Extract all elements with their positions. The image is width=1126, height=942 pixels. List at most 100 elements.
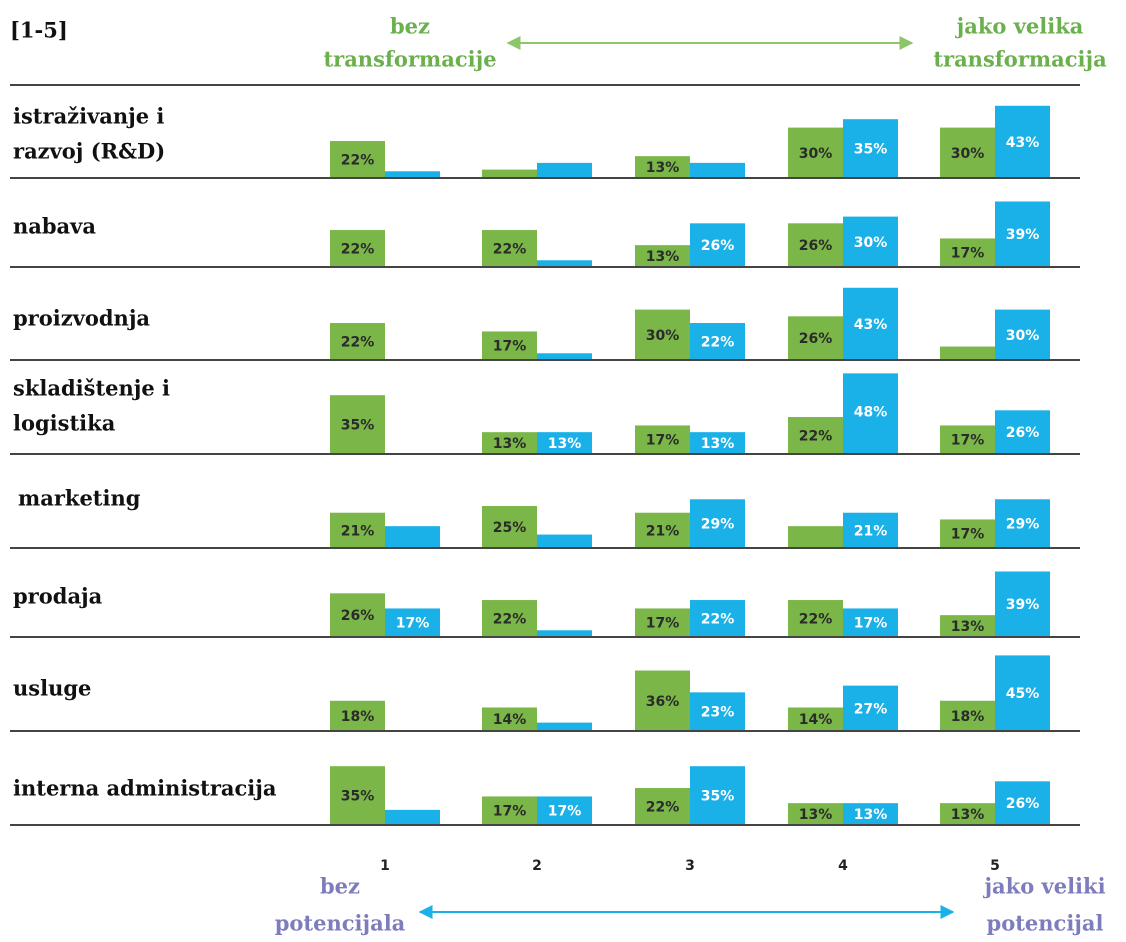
- bar: [635, 309, 690, 360]
- bar: [843, 685, 898, 731]
- row-label: proizvodnja: [13, 306, 150, 331]
- value-label: 43%: [854, 317, 888, 333]
- value-label: 13%: [493, 436, 527, 452]
- bar: [940, 519, 995, 548]
- bar: [843, 216, 898, 267]
- bar: [330, 700, 385, 731]
- value-label: 13%: [646, 249, 680, 265]
- value-label: 14%: [799, 712, 833, 728]
- x-tick-label: 3: [685, 858, 695, 874]
- value-label: 21%: [854, 523, 888, 539]
- value-label: 22%: [646, 800, 680, 816]
- scale-label: bez: [390, 14, 430, 39]
- bar: [482, 796, 537, 825]
- bar: [843, 373, 898, 454]
- bar: [995, 781, 1050, 825]
- bar: [330, 766, 385, 825]
- value-label: 13%: [701, 436, 735, 452]
- bar: [537, 432, 592, 454]
- bar: [995, 105, 1050, 178]
- bar: [788, 127, 843, 178]
- bar: [690, 499, 745, 548]
- bar: [690, 223, 745, 267]
- value-label: 29%: [1006, 517, 1040, 533]
- value-label: 36%: [646, 694, 680, 710]
- row-label: interna administracija: [13, 776, 277, 801]
- value-label: 39%: [1006, 227, 1040, 243]
- value-label: 35%: [341, 418, 375, 434]
- bar: [843, 608, 898, 637]
- value-label: 45%: [1006, 686, 1040, 702]
- value-label: 27%: [854, 701, 888, 717]
- row-label: usluge: [13, 676, 91, 701]
- value-label: 35%: [854, 142, 888, 158]
- bar: [940, 615, 995, 637]
- bar: [995, 410, 1050, 454]
- bar: [482, 506, 537, 548]
- value-label: 13%: [854, 807, 888, 823]
- value-label: 22%: [701, 335, 735, 351]
- bar: [940, 425, 995, 454]
- bar: [995, 655, 1050, 731]
- value-label: 26%: [701, 238, 735, 254]
- scale-label: transformacije: [323, 47, 496, 72]
- bar: [843, 803, 898, 825]
- value-label: 13%: [951, 619, 985, 635]
- bar: [330, 395, 385, 454]
- value-label: 22%: [493, 612, 527, 628]
- bar: [635, 156, 690, 178]
- bar: [995, 309, 1050, 360]
- value-label: 18%: [341, 709, 375, 725]
- value-label: 23%: [701, 705, 735, 721]
- value-label: 21%: [646, 523, 680, 539]
- bar: [788, 417, 843, 454]
- value-label: 39%: [1006, 597, 1040, 613]
- bar: [482, 600, 537, 637]
- value-label: 22%: [341, 335, 375, 351]
- bar: [537, 796, 592, 825]
- value-label: 17%: [646, 433, 680, 449]
- value-label: 13%: [548, 436, 582, 452]
- row-label: razvoj (R&D): [13, 139, 165, 164]
- value-label: 30%: [854, 235, 888, 251]
- value-label: 18%: [951, 709, 985, 725]
- row-label: nabava: [13, 214, 96, 239]
- bar: [940, 803, 995, 825]
- value-label: 13%: [799, 807, 833, 823]
- bar: [482, 707, 537, 731]
- value-label: 22%: [799, 429, 833, 445]
- bar: [690, 766, 745, 825]
- bar: [940, 700, 995, 731]
- scale-label: jako velika: [955, 14, 1084, 39]
- bar: [635, 670, 690, 731]
- value-label: 29%: [701, 517, 735, 533]
- value-label: 17%: [493, 339, 527, 355]
- value-label: 17%: [854, 616, 888, 632]
- bar: [788, 600, 843, 637]
- bar: [788, 707, 843, 731]
- bar: [330, 323, 385, 360]
- bar: [482, 331, 537, 360]
- bar: [482, 432, 537, 454]
- value-label: 22%: [799, 612, 833, 628]
- value-label: 22%: [701, 612, 735, 628]
- bar: [995, 571, 1050, 637]
- chart-title: [1-5]: [10, 18, 68, 43]
- bar: [537, 260, 592, 267]
- bar: [690, 692, 745, 731]
- value-label: 17%: [548, 804, 582, 820]
- value-label: 13%: [646, 160, 680, 176]
- bar: [330, 593, 385, 637]
- bar: [385, 608, 440, 637]
- bar: [690, 432, 745, 454]
- bar: [940, 127, 995, 178]
- bar: [843, 119, 898, 178]
- x-tick-label: 4: [838, 858, 848, 874]
- bar: [995, 499, 1050, 548]
- value-label: 21%: [341, 523, 375, 539]
- bar: [788, 803, 843, 825]
- bar: [537, 630, 592, 637]
- x-tick-label: 5: [990, 858, 1000, 874]
- bar: [690, 600, 745, 637]
- value-label: 35%: [701, 789, 735, 805]
